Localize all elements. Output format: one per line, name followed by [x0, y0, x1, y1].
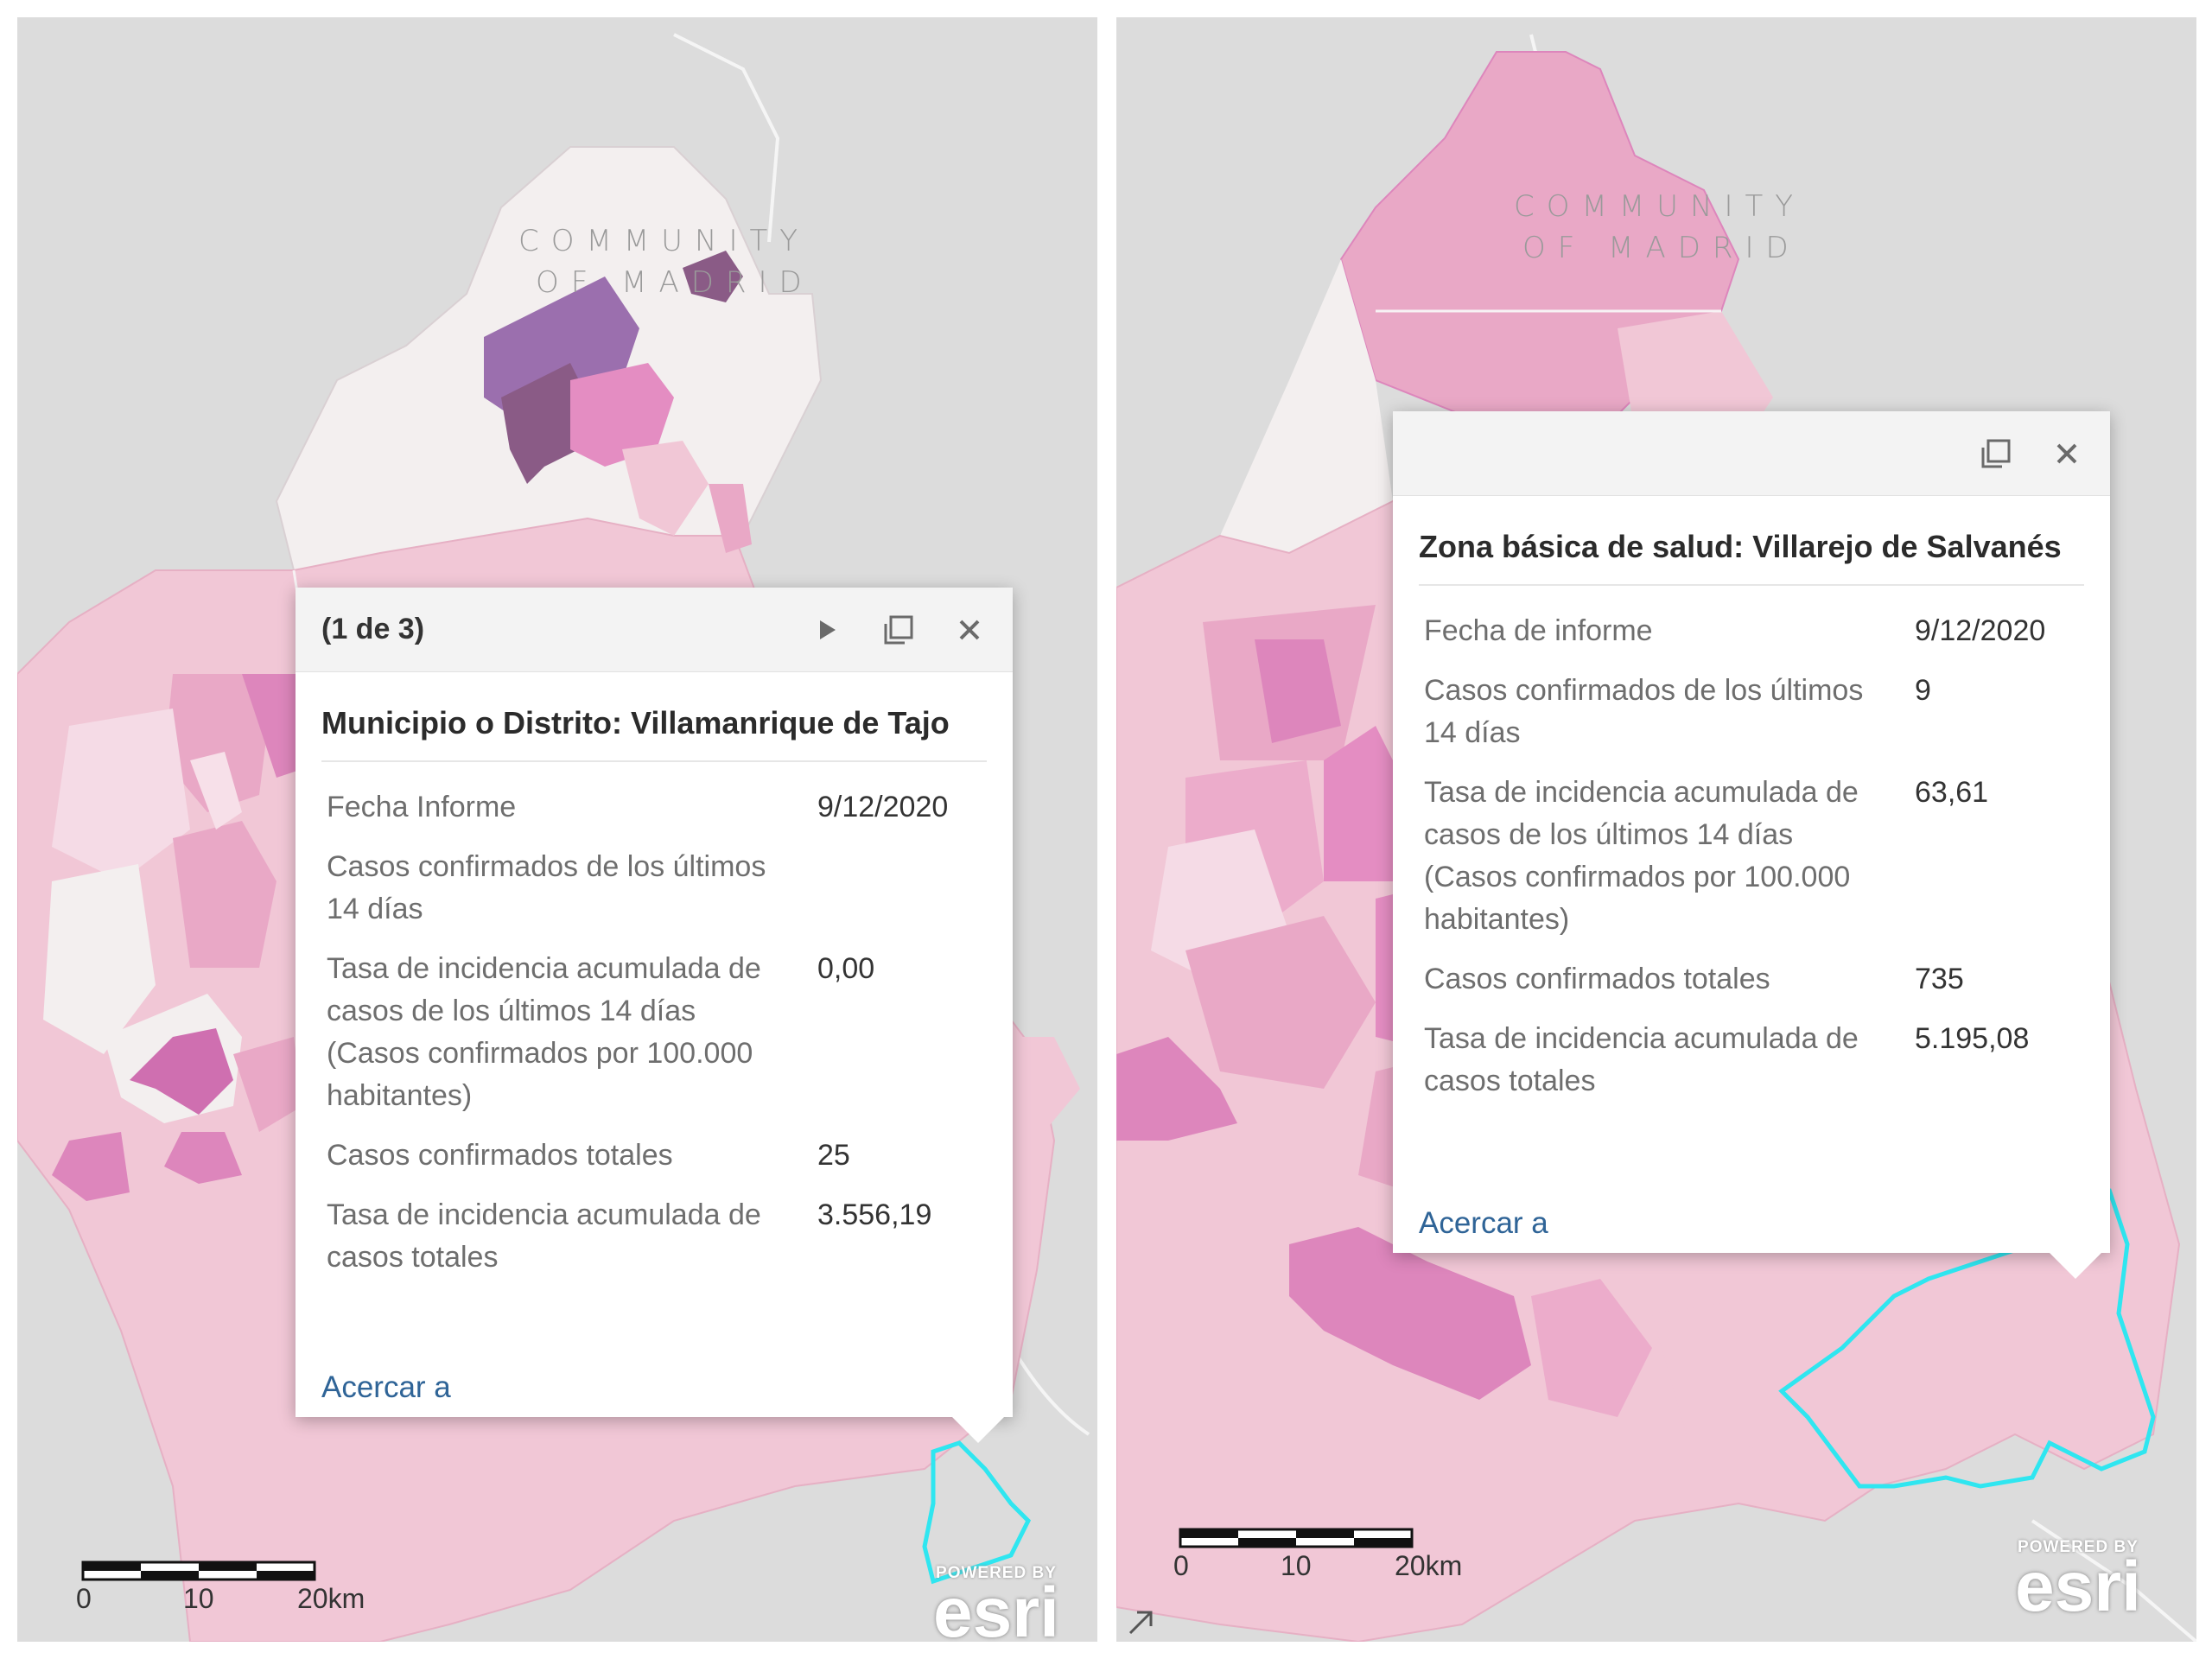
popup-counter: (1 de 3): [321, 613, 425, 645]
attr-value: 25: [817, 1139, 850, 1172]
table-row: Fecha de informe 9/12/2020: [1419, 601, 2084, 661]
district-strong-1: [130, 1028, 233, 1115]
zoom-to-link[interactable]: Acercar a: [321, 1370, 451, 1404]
scale-label-10: 10: [1281, 1550, 1312, 1581]
district-pink-north: [570, 363, 674, 467]
district-purple-ne: [683, 251, 743, 302]
region-label-line1: COMMUNITY: [1514, 189, 1805, 224]
feature-popup-left: (1 de 3) Municipio o Distrito: Villamanr…: [296, 588, 1013, 1443]
table-row: Tasa de incidencia acumulada de casos to…: [1419, 1009, 2084, 1111]
expand-arrow-icon[interactable]: [1125, 1607, 1160, 1642]
popup-pointer: [952, 1417, 1004, 1443]
scale-bar: 0 10 20km: [1173, 1528, 1462, 1581]
scale-label-20km: 20km: [1395, 1550, 1463, 1581]
scale-label-0: 0: [76, 1583, 92, 1614]
powered-by-text: POWERED BY: [2018, 1538, 2139, 1556]
zoom-to-link[interactable]: Acercar a: [1419, 1206, 1548, 1240]
district-strong-south: [1289, 1227, 1531, 1400]
attr-value: 0,00: [817, 952, 875, 985]
table-row: Tasa de incidencia acumulada de casos de…: [321, 939, 987, 1126]
panel-divider: [1099, 17, 1115, 1642]
map-view-left[interactable]: COMMUNITY OF MADRID (1 de 3) Municipio o…: [17, 17, 1097, 1642]
map-view-right[interactable]: COMMUNITY OF MADRID Zona básica de salud…: [1116, 17, 2196, 1642]
attr-label: Casos confirmados de los últimos 14 días: [1424, 674, 1864, 749]
attr-value: 9: [1915, 674, 1931, 707]
table-row: Fecha Informe 9/12/2020: [321, 778, 987, 837]
table-row: Tasa de incidencia acumulada de casos de…: [1419, 763, 2084, 950]
table-row: Tasa de incidencia acumulada de casos to…: [321, 1185, 987, 1287]
highlighted-district-outline: [922, 1440, 1032, 1585]
table-row: Casos confirmados totales 25: [321, 1126, 987, 1185]
attr-label: Casos confirmados totales: [327, 1139, 673, 1172]
attr-value: 5.195,08: [1915, 1022, 2030, 1055]
attr-label: Fecha de informe: [1424, 614, 1653, 647]
table-row: Casos confirmados totales 735: [1419, 950, 2084, 1009]
highlighted-district-outline: [1778, 1187, 2156, 1489]
esri-logo[interactable]: POWERED BY esri: [2015, 1538, 2141, 1626]
close-icon[interactable]: [952, 613, 987, 647]
next-arrow-icon[interactable]: [810, 613, 845, 647]
attribute-table: Fecha Informe 9/12/2020 Casos confirmado…: [321, 778, 987, 1287]
attr-value: 9/12/2020: [817, 791, 949, 823]
feature-popup-right: Zona básica de salud: Villarejo de Salva…: [1393, 411, 2110, 1279]
attr-value: 735: [1915, 963, 1964, 995]
table-row: Casos confirmados de los últimos 14 días: [321, 837, 987, 939]
scale-label-10: 10: [183, 1583, 214, 1614]
esri-wordmark: esri: [933, 1573, 1059, 1643]
popup-header: [1393, 411, 2110, 496]
attr-value: [797, 837, 987, 939]
scale-bar: 0 10 20km: [76, 1560, 365, 1614]
scale-label-20km: 20km: [297, 1583, 365, 1614]
maximize-icon[interactable]: [1979, 436, 2013, 471]
popup-title: Municipio o Distrito: Villamanrique de T…: [321, 672, 987, 762]
close-icon[interactable]: [2050, 436, 2084, 471]
region-label-line1: COMMUNITY: [518, 224, 810, 258]
popup-title: Zona básica de salud: Villarejo de Salva…: [1419, 496, 2084, 586]
attr-label: Fecha Informe: [327, 791, 517, 823]
district-strong-west: [1116, 1037, 1237, 1141]
attr-label: Casos confirmados totales: [1424, 963, 1770, 995]
region-label-line2: OF MADRID: [1522, 231, 1801, 265]
district-dark-purple: [501, 363, 588, 484]
esri-logo[interactable]: POWERED BY esri: [933, 1564, 1059, 1642]
attribute-table: Fecha de informe 9/12/2020 Casos confirm…: [1419, 601, 2084, 1111]
attr-label: Tasa de incidencia acumulada de casos de…: [1424, 776, 1859, 936]
attr-label: Tasa de incidencia acumulada de casos de…: [327, 952, 761, 1112]
attr-label: Tasa de incidencia acumulada de casos to…: [327, 1198, 761, 1274]
attr-label: Casos confirmados de los últimos 14 días: [327, 850, 766, 925]
attr-label: Tasa de incidencia acumulada de casos to…: [1424, 1022, 1859, 1097]
popup-header: (1 de 3): [296, 588, 1013, 672]
esri-wordmark: esri: [2015, 1548, 2141, 1626]
attr-value: 9/12/2020: [1915, 614, 2046, 647]
attr-value: 63,61: [1915, 776, 1989, 809]
region-label-line2: OF MADRID: [536, 265, 814, 300]
scale-label-0: 0: [1173, 1550, 1189, 1581]
table-row: Casos confirmados de los últimos 14 días…: [1419, 661, 2084, 763]
maximize-icon[interactable]: [881, 613, 916, 647]
powered-by-text: POWERED BY: [936, 1564, 1057, 1582]
attr-value: 3.556,19: [817, 1198, 932, 1231]
popup-pointer: [2050, 1253, 2101, 1279]
